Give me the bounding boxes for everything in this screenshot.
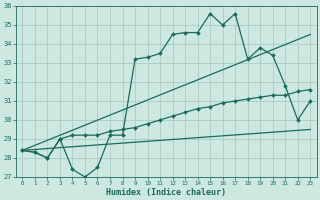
X-axis label: Humidex (Indice chaleur): Humidex (Indice chaleur)	[106, 188, 226, 197]
